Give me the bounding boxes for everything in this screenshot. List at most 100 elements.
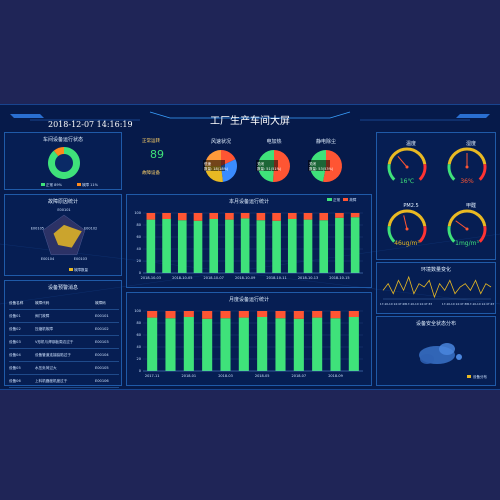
pie-state: 低速 bbox=[204, 161, 211, 166]
table-row: 设备03 V形机与焊钢板周边过于 E00103 bbox=[9, 336, 119, 349]
fault-stats-title: 故障原因统计 bbox=[47, 199, 78, 205]
bar-fault bbox=[312, 311, 323, 318]
map-panel: 设备安全状态分布 设备分布 bbox=[376, 316, 496, 386]
yearly-chart-title: 月度设备运行统计 bbox=[228, 297, 269, 303]
bar-normal bbox=[165, 318, 176, 371]
bar-fault bbox=[209, 213, 219, 219]
yearly-chart-panel: 月度设备运行统计 0 20 40 60 80 100 2017-11 2018-01 2018-… bbox=[126, 292, 372, 386]
bar-normal bbox=[287, 219, 297, 273]
bar-fault bbox=[183, 311, 194, 317]
y-tick-label: 20 bbox=[137, 259, 141, 263]
bar-fault bbox=[303, 213, 313, 220]
table-row: 设备06 上料机器度机度过于 E00106 bbox=[9, 375, 119, 388]
bar-normal bbox=[303, 219, 313, 273]
x-tick-label: 2018-10-15 bbox=[329, 276, 349, 280]
gauge-title: 温度 bbox=[406, 140, 416, 147]
bar-normal bbox=[240, 218, 250, 273]
map-title: 设备安全状态分布 bbox=[415, 321, 456, 327]
env-title: 环境数量变化 bbox=[420, 267, 451, 273]
pie-count: 数量: 53(53%) bbox=[309, 166, 334, 171]
table-cell: 设备04 bbox=[9, 353, 21, 357]
gauge-hub bbox=[465, 165, 469, 169]
table-cell: 水压负荷过大 bbox=[35, 366, 57, 370]
gauge-hub bbox=[405, 227, 409, 231]
y-tick-label: 100 bbox=[134, 211, 141, 215]
bar-normal bbox=[193, 220, 203, 273]
table-row: 设备02 压缩机故障 E00102 bbox=[9, 323, 119, 336]
gauge-value: 36% bbox=[460, 178, 474, 185]
datetime: 2018-12-07 14:16:19 bbox=[48, 120, 133, 129]
page-title: 工厂生产车间大屏 bbox=[210, 116, 290, 127]
bar-normal bbox=[312, 317, 323, 371]
bar-normal bbox=[220, 318, 231, 371]
gauge-title: 甲醛 bbox=[466, 202, 476, 209]
bar-normal bbox=[256, 220, 266, 273]
monthly-legend: 正常 故障 bbox=[327, 198, 356, 203]
bar-normal bbox=[257, 317, 268, 371]
table-cell: E00101 bbox=[95, 314, 109, 318]
y-tick-label: 80 bbox=[137, 321, 141, 325]
monthly-chart-title: 本月设备运行统计 bbox=[228, 199, 269, 205]
table-cell: E00103 bbox=[95, 340, 109, 344]
x-tick-label: 2018-01 bbox=[182, 374, 197, 378]
bar-normal bbox=[330, 318, 341, 371]
monthly-chart-panel: 本月设备运行统计 正常 故障 0 20 40 60 80 100 2018-10-03 201… bbox=[126, 194, 372, 288]
x-tick-label: 2018-03 bbox=[218, 374, 233, 378]
bar-normal bbox=[293, 318, 304, 371]
gauge-value: 1mg/m³ bbox=[455, 240, 479, 247]
gauge-needle bbox=[403, 215, 408, 230]
gauge-arc bbox=[447, 147, 487, 165]
bar-normal bbox=[335, 217, 344, 273]
table-cell: 设备01 bbox=[9, 314, 21, 318]
status-panel: 车间设备运行状态 正常 89% 故障 11% bbox=[4, 132, 122, 190]
env-date-label: 17-10-10 14:47:43 bbox=[468, 302, 494, 306]
pie-title: 风速状况 bbox=[211, 138, 231, 145]
gauge-arc bbox=[478, 225, 487, 243]
bar-fault bbox=[220, 311, 231, 319]
bar-fault bbox=[330, 311, 341, 319]
gauge-needle bbox=[397, 156, 408, 168]
env-panel: 环境数量变化 17-10-10 14:47:28 17-10-10 14:47:3… bbox=[376, 262, 496, 314]
table-cell: V形机与焊钢板周边过于 bbox=[35, 340, 74, 344]
bar-normal bbox=[238, 317, 249, 371]
x-tick-label: 2018-05 bbox=[255, 374, 270, 378]
bar-normal bbox=[202, 318, 213, 371]
table-cell: 步进器计算 bbox=[35, 388, 95, 390]
gauges: 温度 16℃ 湿度 36% PM2.5 46ug/m³ 甲醛 1mg/m³ bbox=[387, 140, 487, 247]
table-cell: 上料机器度机度过于 bbox=[35, 379, 68, 383]
yearly-bar-chart: 0 20 40 60 80 100 2017-11 2018-01 2018-03 2018-05… bbox=[134, 309, 363, 378]
bar-fault bbox=[202, 311, 213, 319]
bar-normal bbox=[147, 317, 158, 371]
env-date-label: 17-10-10 14:47:28 bbox=[380, 302, 406, 306]
y-tick-label: 40 bbox=[137, 247, 141, 251]
bar-fault bbox=[350, 213, 360, 218]
gauge-arc bbox=[387, 163, 396, 181]
table-cell: E00105 bbox=[95, 366, 109, 370]
gauge-arc bbox=[478, 163, 487, 181]
bar-fault bbox=[275, 311, 286, 319]
gauge-arc bbox=[387, 147, 427, 165]
table-cell: 设备07 bbox=[9, 388, 35, 390]
gauge-needle bbox=[455, 220, 468, 230]
x-tick-label: 2017-11 bbox=[145, 374, 160, 378]
x-tick-label: 2018-09 bbox=[328, 374, 343, 378]
gauge-arc bbox=[447, 225, 456, 243]
pie-slice bbox=[323, 150, 342, 182]
running-label: 正常运转 bbox=[142, 139, 160, 144]
radar-chart: E00101 E00102 E00103 E00104 E00105 bbox=[31, 208, 98, 261]
x-tick-label: 2018-10-07 bbox=[204, 276, 224, 280]
bar-normal bbox=[319, 220, 329, 273]
table-header: 设备名称 故障代码 故障码 bbox=[9, 297, 119, 310]
bar-fault bbox=[147, 311, 158, 318]
gauge-arc bbox=[418, 163, 427, 181]
x-tick-label: 2018-10-13 bbox=[298, 276, 318, 280]
pie-count: 数量: 18(18%) bbox=[204, 166, 229, 171]
bar-fault bbox=[193, 213, 203, 221]
pie-state: 关闭 bbox=[257, 161, 265, 166]
radar-label: E00101 bbox=[57, 208, 70, 212]
table-cell: 设备05 bbox=[9, 366, 21, 370]
table-cell: E00102 bbox=[95, 327, 109, 331]
map-legend: 设备分布 bbox=[473, 374, 487, 379]
table-header-cell: 设备名称 bbox=[9, 301, 24, 305]
